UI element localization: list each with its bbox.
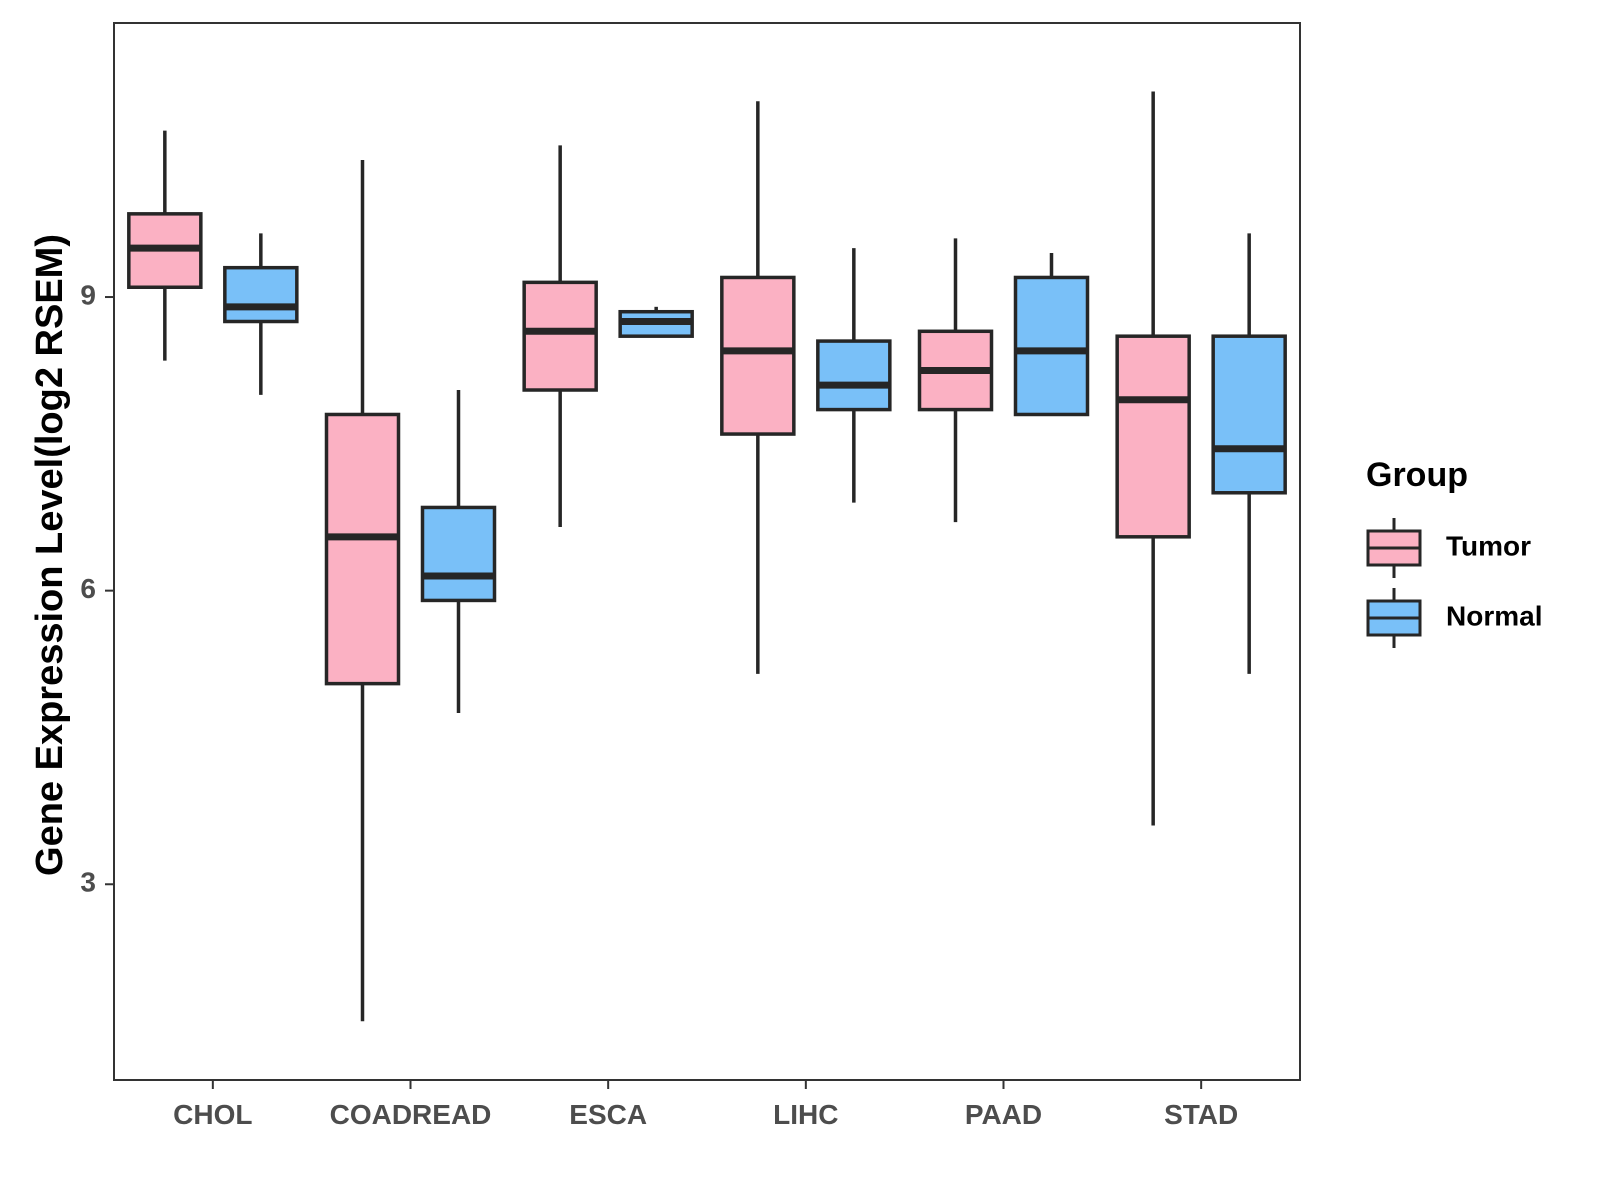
- box-coadread-normal: [420, 390, 497, 713]
- boxes-layer: [127, 91, 1287, 1022]
- iqr-box-esca-tumor: [522, 280, 598, 392]
- iqr-box-coadread-tumor: [324, 412, 401, 686]
- iqr-box-lihc-tumor: [720, 275, 796, 436]
- y-axis: 3 6 9: [80, 279, 114, 898]
- y-axis-title: Gene Expression Level(log2 RSEM): [29, 234, 71, 876]
- box-coadread-tumor: [324, 160, 401, 1022]
- box-lihc-tumor: [720, 101, 796, 674]
- box-chol-tumor: [127, 130, 203, 361]
- x-tick-label: LIHC: [773, 1099, 838, 1130]
- box-paad-tumor: [917, 238, 994, 523]
- iqr-box-lihc-normal: [816, 339, 892, 412]
- legend-item-normal: Normal: [1366, 588, 1542, 648]
- y-tick-label: 9: [80, 279, 96, 310]
- iqr-box-stad-tumor: [1115, 334, 1191, 539]
- iqr-box-stad-normal: [1211, 334, 1287, 495]
- x-axis: CHOL COADREAD ESCA LIHC PAAD STAD: [173, 1080, 1238, 1130]
- plot-panel-border: [113, 22, 1301, 1081]
- box-stad-tumor: [1115, 91, 1191, 826]
- legend-label-normal: Normal: [1446, 600, 1542, 631]
- x-tick-label: COADREAD: [330, 1099, 492, 1130]
- x-tick-label: STAD: [1164, 1099, 1238, 1130]
- box-lihc-normal: [816, 248, 892, 503]
- iqr-box-coadread-normal: [420, 505, 497, 603]
- x-tick-label: ESCA: [569, 1099, 647, 1130]
- y-tick-label: 3: [80, 867, 96, 898]
- iqr-box-chol-normal: [223, 265, 299, 324]
- box-esca-normal: [618, 306, 694, 338]
- legend-label-tumor: Tumor: [1446, 530, 1531, 561]
- legend-item-tumor: Tumor: [1366, 518, 1531, 578]
- box-paad-normal: [1013, 252, 1090, 417]
- x-tick-label: CHOL: [173, 1099, 252, 1130]
- x-tick-label: PAAD: [965, 1099, 1042, 1130]
- box-chol-normal: [223, 233, 299, 395]
- box-esca-tumor: [522, 145, 598, 528]
- box-stad-normal: [1211, 233, 1287, 674]
- y-tick-label: 6: [80, 573, 96, 604]
- iqr-box-paad-normal: [1013, 275, 1090, 417]
- legend-title: Group: [1366, 456, 1468, 494]
- legend: Group Tumor Normal: [1366, 456, 1542, 648]
